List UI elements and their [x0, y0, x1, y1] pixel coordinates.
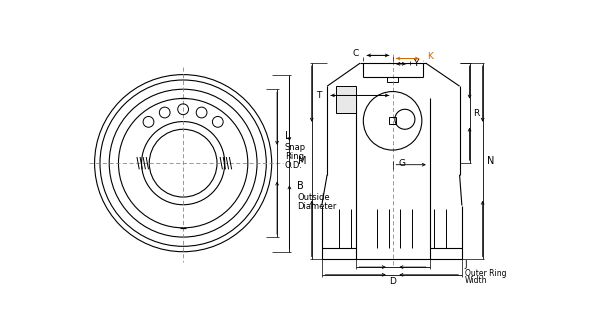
Text: O.D.: O.D. — [285, 161, 303, 170]
Text: K: K — [428, 52, 433, 61]
Text: R: R — [473, 109, 479, 118]
Text: T: T — [317, 91, 322, 100]
Text: Width: Width — [465, 276, 487, 285]
Bar — [387, 77, 398, 82]
Text: Y: Y — [414, 59, 418, 68]
Text: G: G — [399, 159, 406, 167]
Text: Outside: Outside — [297, 192, 330, 201]
Text: M: M — [298, 156, 306, 166]
Text: Ring: Ring — [285, 152, 304, 161]
Text: N: N — [487, 156, 494, 166]
Bar — [336, 86, 356, 113]
Text: L: L — [285, 131, 290, 141]
Text: Snap: Snap — [285, 143, 306, 152]
Bar — [389, 117, 396, 124]
Text: Outer Ring: Outer Ring — [465, 269, 507, 278]
Text: J: J — [465, 259, 467, 268]
Text: C: C — [352, 49, 359, 58]
Text: B: B — [297, 181, 304, 191]
Text: D: D — [389, 277, 396, 286]
Text: Diameter: Diameter — [297, 202, 336, 211]
